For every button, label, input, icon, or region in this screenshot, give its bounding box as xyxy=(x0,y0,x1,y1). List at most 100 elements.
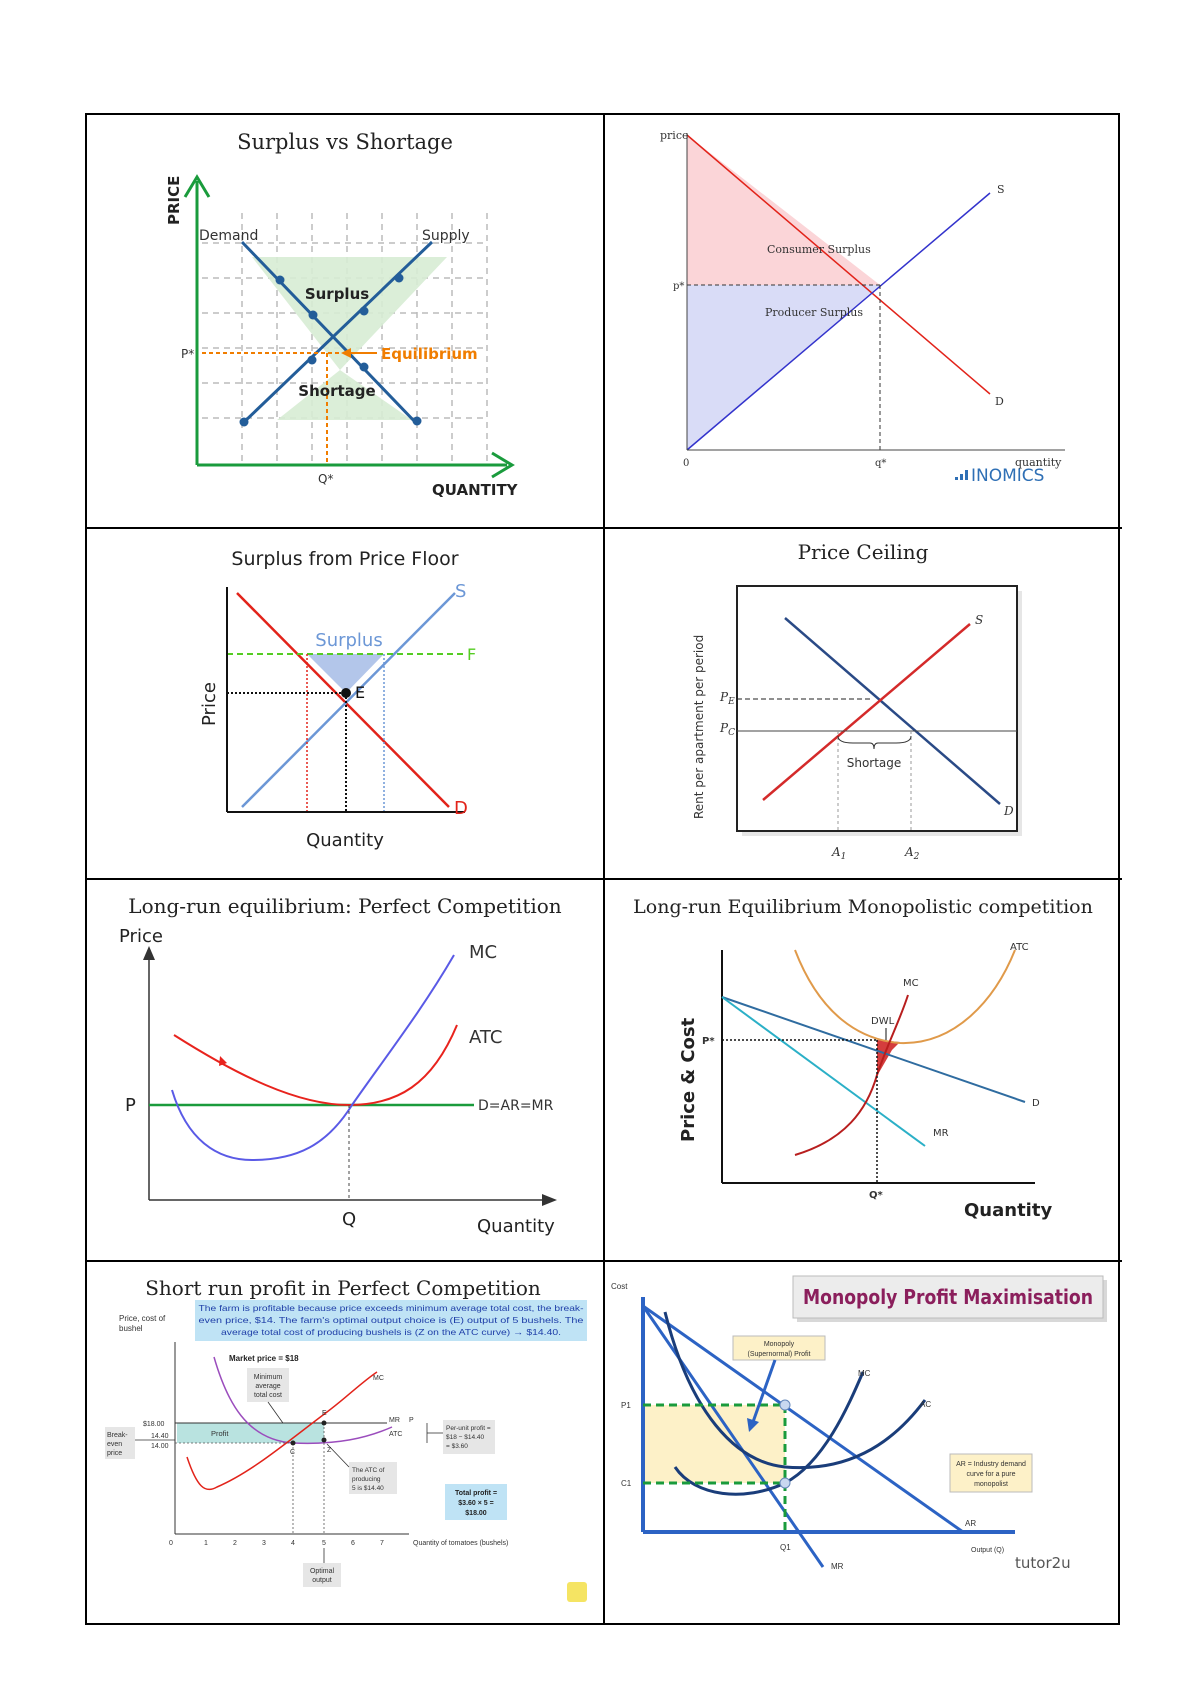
profit-arrow xyxy=(751,1359,777,1423)
supply-curve xyxy=(762,623,971,801)
svg-text:7: 7 xyxy=(380,1540,384,1547)
profit-callout xyxy=(732,1335,826,1361)
per-unit-label-1: Per-unit profit = xyxy=(446,1425,491,1432)
x-axis-label: Quantity xyxy=(306,830,384,851)
panel-title: Price Ceiling xyxy=(798,540,929,564)
consumer-surplus-label: Consumer Surplus xyxy=(767,243,871,256)
banner-line-1: The farm is profitable because price exc… xyxy=(199,1303,584,1313)
breakeven-label-3: price xyxy=(107,1450,122,1457)
p-label: P xyxy=(125,1095,136,1116)
e-label: E xyxy=(355,683,365,702)
curve-points xyxy=(239,273,422,427)
y-axis-label-2: bushel xyxy=(119,1324,143,1333)
p-star-label: P* xyxy=(702,1036,715,1047)
atc-of-label-3: 5 is $14.40 xyxy=(352,1485,384,1492)
demand-label: D=AR=MR xyxy=(478,1098,554,1114)
pe-label: PE xyxy=(719,690,735,707)
atc-label: ATC xyxy=(389,1431,402,1438)
shortage-area xyxy=(277,370,412,420)
y-axis-label: Price xyxy=(119,926,163,947)
ar-note-2: curve for a pure xyxy=(966,1471,1015,1478)
atc-of-label-2: producing xyxy=(352,1476,381,1483)
z-label: Z xyxy=(327,1447,332,1454)
point-c xyxy=(290,1440,296,1446)
p-star-label: p* xyxy=(673,281,684,292)
optimal-label-1: Optimal xyxy=(310,1568,335,1575)
profit-arrowhead xyxy=(747,1418,759,1432)
x-axis-label: quantity xyxy=(1015,456,1062,469)
atc-of-label-1: The ATC of xyxy=(352,1467,385,1474)
atc-curve xyxy=(794,949,1016,1045)
panel-title: Short run profit in Perfect Competition xyxy=(145,1276,541,1300)
point-z xyxy=(321,1437,327,1443)
surplus-area xyxy=(307,654,384,693)
demand-curve xyxy=(686,134,991,395)
svg-text:0: 0 xyxy=(169,1540,173,1547)
x-axis-label: Quantity of tomatoes (bushels) xyxy=(413,1540,508,1547)
per-unit-label-2: $18 − $14.40 xyxy=(446,1434,485,1441)
price-14-40-label: 14.40 xyxy=(151,1433,169,1440)
s-label: S xyxy=(975,613,983,627)
q-star-label: Q* xyxy=(318,472,333,486)
ac-curve xyxy=(663,1311,927,1470)
mc-label: MC xyxy=(903,978,919,989)
x-axis-arrowhead xyxy=(542,1194,557,1206)
demand-curve xyxy=(721,996,1026,1103)
title-box xyxy=(792,1275,1104,1319)
mc-curve xyxy=(794,994,909,1156)
c-label: C xyxy=(290,1449,295,1456)
y-axis-arrowhead xyxy=(183,174,211,198)
x-axis-label: Quantity xyxy=(964,1200,1052,1221)
shortage-brace xyxy=(837,735,912,750)
brand-label: INOMICS xyxy=(971,466,1044,486)
y-axis-label: price xyxy=(660,129,689,142)
y-axis-arrowhead xyxy=(143,946,155,960)
shortage-label: Shortage xyxy=(298,382,375,400)
min-atc-label-1: Minimum xyxy=(254,1374,283,1381)
svg-text:5: 5 xyxy=(322,1540,326,1547)
supply-label: Supply xyxy=(422,228,470,244)
demand-curve xyxy=(236,592,450,808)
svg-text:1: 1 xyxy=(204,1540,208,1547)
min-atc-label-2: average xyxy=(255,1383,280,1390)
panel-title: Surplus vs Shortage xyxy=(237,130,453,154)
consumer-surplus-area xyxy=(687,135,880,285)
panel-price-floor: Surplus from Price Floor Surplus S D F E… xyxy=(87,529,605,880)
breakeven-label-2: even xyxy=(107,1441,122,1448)
total-profit-label-3: $18.00 xyxy=(465,1510,487,1517)
y-axis-label-1: Price, cost of xyxy=(119,1314,166,1323)
ar-note-callout xyxy=(949,1453,1033,1493)
mr-label: MR xyxy=(831,1562,844,1571)
d-label: D xyxy=(1032,1098,1040,1109)
surplus-area xyxy=(252,257,447,370)
f-label: F xyxy=(467,645,476,664)
d-label: D xyxy=(454,798,468,819)
total-profit-callout xyxy=(445,1484,507,1520)
demand-curve xyxy=(240,240,419,426)
supply-curve xyxy=(241,592,456,808)
dwl-label: DWL xyxy=(871,1016,895,1027)
brand-label: tutor2u xyxy=(1015,1554,1071,1572)
q1-label: Q1 xyxy=(780,1543,791,1552)
demand-label: Demand xyxy=(199,228,258,244)
a2-label: A2 xyxy=(904,845,920,862)
breakeven-label-1: Break- xyxy=(107,1432,128,1439)
q-label: Q xyxy=(342,1209,356,1230)
price-14-label: 14.00 xyxy=(151,1443,169,1450)
atc-label: ATC xyxy=(469,1027,502,1048)
c1-label: C1 xyxy=(621,1479,632,1488)
shortage-label: Shortage xyxy=(847,756,902,770)
origin-label: 0 xyxy=(683,458,689,469)
mr-curve xyxy=(641,1305,825,1568)
d-label: D xyxy=(995,395,1004,408)
min-atc-callout xyxy=(247,1368,289,1402)
panel-lr-perfect-competition: Long-run equilibrium: Perfect Competitio… xyxy=(87,880,605,1262)
x-axis-label: Quantity xyxy=(477,1216,555,1237)
pc-label: PC xyxy=(719,721,735,738)
svg-text:6: 6 xyxy=(351,1540,355,1547)
equilibrium-point xyxy=(341,688,351,698)
y-axis-label: Price xyxy=(199,682,220,726)
corner-logo-icon xyxy=(567,1582,587,1602)
p-label: P xyxy=(409,1417,414,1424)
producer-surplus-label: Producer Surplus xyxy=(765,306,863,319)
